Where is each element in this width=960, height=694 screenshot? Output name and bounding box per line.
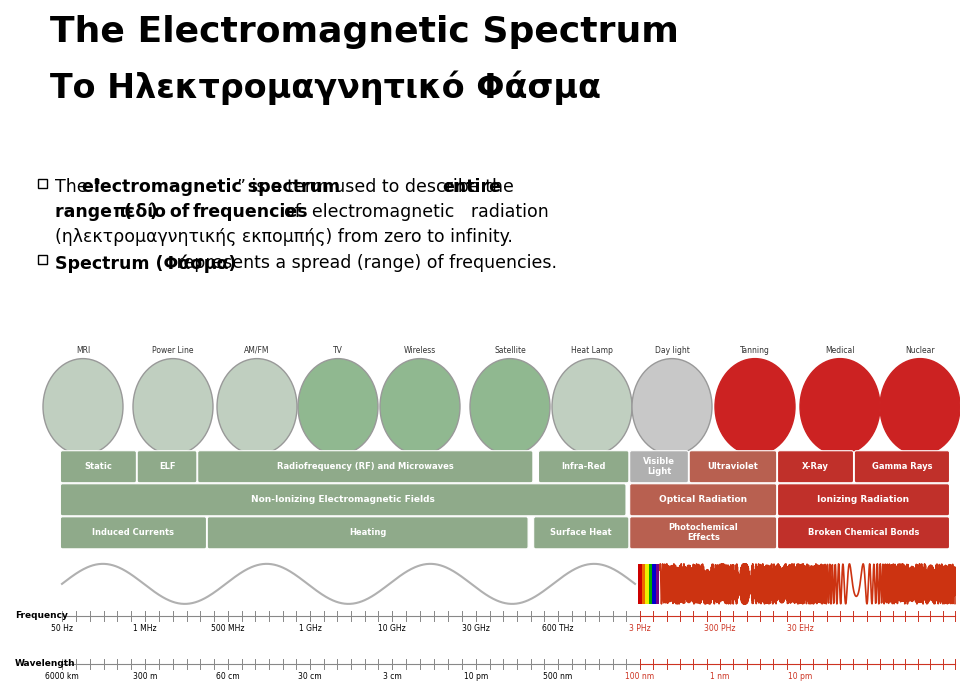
Text: Ionizing Radiation: Ionizing Radiation xyxy=(818,496,909,505)
FancyBboxPatch shape xyxy=(630,484,777,516)
Text: Induced Currents: Induced Currents xyxy=(92,528,175,537)
Text: Heating: Heating xyxy=(349,528,386,537)
Ellipse shape xyxy=(470,359,550,455)
Text: 1 nm: 1 nm xyxy=(710,672,730,681)
Ellipse shape xyxy=(133,359,213,455)
FancyBboxPatch shape xyxy=(630,450,688,483)
Text: Satellite: Satellite xyxy=(494,346,526,355)
Text: Medical: Medical xyxy=(826,346,854,355)
Text: Power Line: Power Line xyxy=(153,346,194,355)
FancyBboxPatch shape xyxy=(207,517,528,549)
Text: Gamma Rays: Gamma Rays xyxy=(872,462,932,471)
Ellipse shape xyxy=(217,359,297,455)
FancyBboxPatch shape xyxy=(198,450,533,483)
Text: 500 nm: 500 nm xyxy=(543,672,572,681)
Text: Static: Static xyxy=(84,462,112,471)
FancyBboxPatch shape xyxy=(137,450,197,483)
Ellipse shape xyxy=(298,359,378,455)
Bar xyxy=(641,564,645,604)
Bar xyxy=(652,564,656,604)
Ellipse shape xyxy=(632,359,712,455)
Text: Wireless: Wireless xyxy=(404,346,436,355)
Text: 6000 km: 6000 km xyxy=(45,672,79,681)
FancyBboxPatch shape xyxy=(60,517,206,549)
FancyBboxPatch shape xyxy=(778,517,949,549)
Text: AM/FM: AM/FM xyxy=(244,346,270,355)
Bar xyxy=(38,179,47,188)
FancyBboxPatch shape xyxy=(854,450,949,483)
Text: represents a spread (range) of frequencies.: represents a spread (range) of frequenci… xyxy=(171,255,557,272)
FancyBboxPatch shape xyxy=(539,450,629,483)
Text: ELF: ELF xyxy=(158,462,176,471)
Text: Wavelength: Wavelength xyxy=(15,659,76,668)
Text: Optical Radiation: Optical Radiation xyxy=(660,496,747,505)
Ellipse shape xyxy=(800,359,880,455)
Text: Surface Heat: Surface Heat xyxy=(550,528,612,537)
Text: Radiofrequency (RF) and Microwaves: Radiofrequency (RF) and Microwaves xyxy=(276,462,454,471)
Text: Heat Lamp: Heat Lamp xyxy=(571,346,612,355)
Text: 300 PHz: 300 PHz xyxy=(705,624,735,633)
Ellipse shape xyxy=(43,359,123,455)
Ellipse shape xyxy=(380,359,460,455)
Text: range  (: range ( xyxy=(55,203,132,221)
Ellipse shape xyxy=(552,359,632,455)
FancyBboxPatch shape xyxy=(778,450,853,483)
Text: Broken Chemical Bonds: Broken Chemical Bonds xyxy=(807,528,920,537)
Text: X-Ray: X-Ray xyxy=(803,462,828,471)
Text: 60 cm: 60 cm xyxy=(216,672,240,681)
Text: 10 pm: 10 pm xyxy=(464,672,488,681)
FancyBboxPatch shape xyxy=(534,517,629,549)
Text: Το Ηλεκτρομαγνητικό Φάσμα: Το Ηλεκτρομαγνητικό Φάσμα xyxy=(50,70,601,105)
Text: 1 MHz: 1 MHz xyxy=(133,624,156,633)
Bar xyxy=(638,564,641,604)
Text: 10 pm: 10 pm xyxy=(788,672,812,681)
Text: Tanning: Tanning xyxy=(740,346,770,355)
Text: Infra-Red: Infra-Red xyxy=(562,462,606,471)
Ellipse shape xyxy=(880,359,960,455)
FancyBboxPatch shape xyxy=(689,450,777,483)
Text: 1 GHz: 1 GHz xyxy=(299,624,322,633)
Text: TV: TV xyxy=(333,346,343,355)
Text: ” is a term used to describe the: ” is a term used to describe the xyxy=(237,178,519,196)
Text: 30 EHz: 30 EHz xyxy=(786,624,813,633)
Text: 3 PHz: 3 PHz xyxy=(629,624,651,633)
Text: The Electromagnetic Spectrum: The Electromagnetic Spectrum xyxy=(50,15,679,49)
Text: frequencies: frequencies xyxy=(193,203,308,221)
Bar xyxy=(649,564,652,604)
Text: 12: 12 xyxy=(8,142,24,151)
FancyBboxPatch shape xyxy=(778,484,949,516)
Text: 30 GHz: 30 GHz xyxy=(462,624,490,633)
Ellipse shape xyxy=(715,359,795,455)
Text: 50 Hz: 50 Hz xyxy=(51,624,73,633)
Bar xyxy=(645,564,649,604)
Text: )  of: ) of xyxy=(150,203,202,221)
Text: 600 THz: 600 THz xyxy=(542,624,574,633)
Text: Day light: Day light xyxy=(655,346,689,355)
Text: Non-Ionizing Electromagnetic Fields: Non-Ionizing Electromagnetic Fields xyxy=(252,496,435,505)
Text: Spectrum (Φάσμα): Spectrum (Φάσμα) xyxy=(55,255,236,273)
Text: Ultraviolet: Ultraviolet xyxy=(708,462,758,471)
FancyBboxPatch shape xyxy=(60,450,136,483)
Text: The ": The " xyxy=(55,178,101,196)
Bar xyxy=(38,255,47,264)
Text: (ηλεκτρομαγνητικής εκπομπής) from zero to infinity.: (ηλεκτρομαγνητικής εκπομπής) from zero t… xyxy=(55,228,513,246)
Text: 10 GHz: 10 GHz xyxy=(378,624,406,633)
Text: 100 nm: 100 nm xyxy=(625,672,655,681)
Text: Visible
Light: Visible Light xyxy=(643,457,675,476)
FancyBboxPatch shape xyxy=(60,484,626,516)
Text: electromagnetic spectrum: electromagnetic spectrum xyxy=(82,178,340,196)
Text: 500 MHz: 500 MHz xyxy=(211,624,245,633)
Text: Photochemical
Effects: Photochemical Effects xyxy=(668,523,738,542)
Text: MRI: MRI xyxy=(76,346,90,355)
Text: 3 cm: 3 cm xyxy=(383,672,401,681)
Bar xyxy=(656,564,659,604)
Text: entire: entire xyxy=(442,178,501,196)
Text: πεδίο: πεδίο xyxy=(112,203,166,221)
Text: 30 cm: 30 cm xyxy=(299,672,322,681)
Text: Frequency: Frequency xyxy=(15,611,68,620)
Text: 300 m: 300 m xyxy=(132,672,157,681)
Text: Nuclear: Nuclear xyxy=(905,346,935,355)
Text: of  electromagnetic   radiation: of electromagnetic radiation xyxy=(273,203,549,221)
FancyBboxPatch shape xyxy=(630,517,777,549)
